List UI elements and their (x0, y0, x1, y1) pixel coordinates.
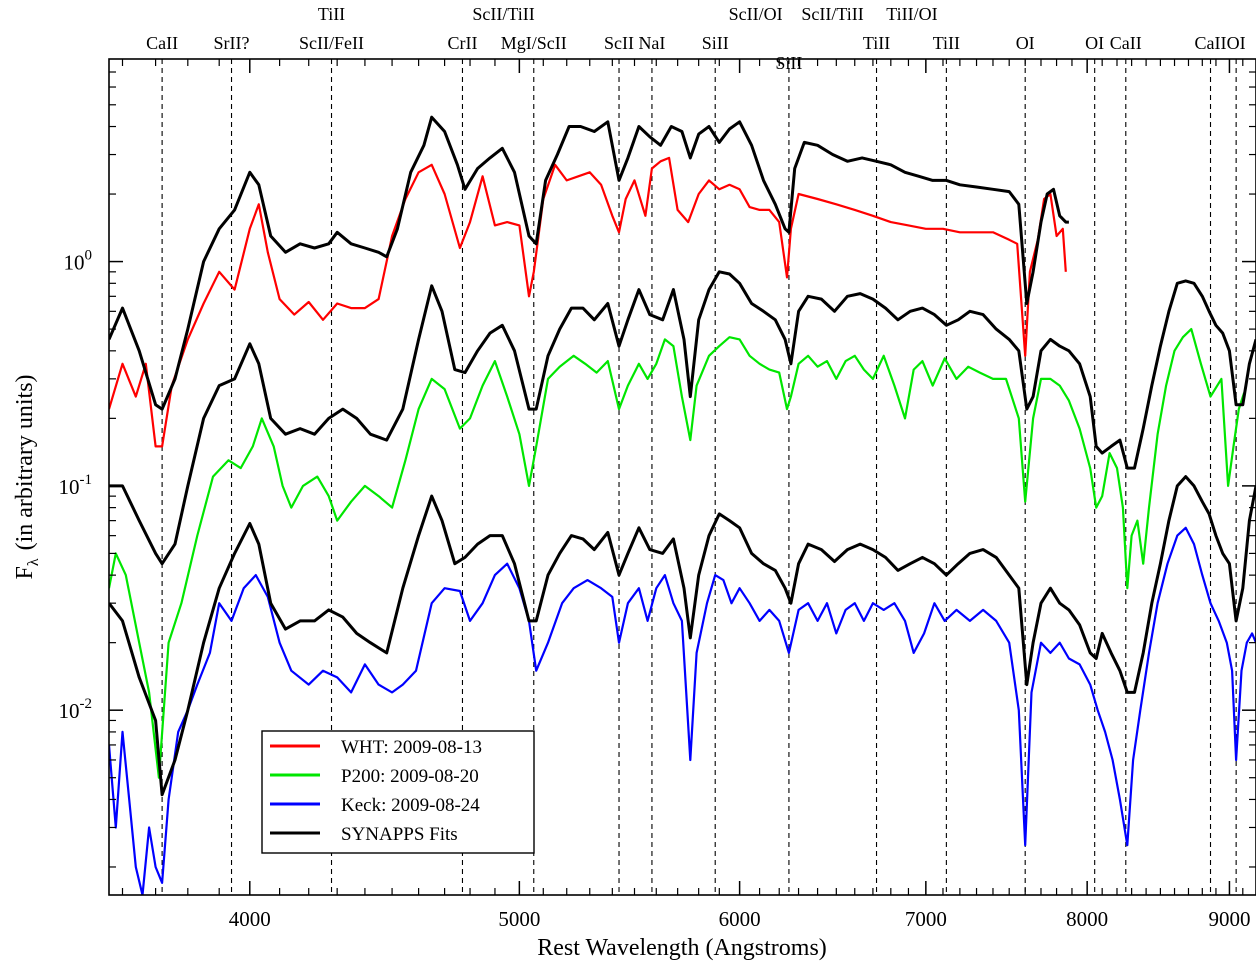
line-marker-label: ScII/OI (729, 4, 783, 24)
series-line-synapps-fits-3 (109, 475, 1256, 797)
series-line-keck (109, 526, 1256, 895)
y-tick-label-exponent: 0 (85, 248, 93, 264)
y-tick-label: 10-1 (59, 472, 93, 499)
line-marker-label: SiII (775, 53, 802, 73)
legend-label: Keck: 2009-08-24 (341, 795, 480, 816)
line-marker-label: CrII (447, 33, 477, 53)
line-marker-label: TiII (318, 4, 345, 24)
y-axis-title-rest: (in arbitrary units) (12, 374, 38, 550)
series-line-p200 (109, 328, 1246, 779)
line-marker-label: CaII (1195, 33, 1227, 53)
line-marker-label: OI (1085, 33, 1104, 53)
y-tick-label-base: 10 (59, 699, 80, 723)
y-tick-label: 10-2 (59, 696, 93, 723)
y-axis-title-main: F (12, 566, 38, 579)
line-marker-label: MgI/ScII (501, 33, 567, 53)
series-line-synapps-fits-1 (109, 115, 1069, 411)
plot-frame (108, 58, 1256, 896)
x-tick-label: 5000 (498, 907, 540, 931)
x-tick-label: 9000 (1208, 907, 1250, 931)
series-lines (109, 115, 1256, 895)
line-marker-label: ScII/TiII (801, 4, 863, 24)
y-tick-label: 100 (64, 248, 93, 275)
x-tick-label: 7000 (905, 907, 947, 931)
series-line-wht (109, 156, 1067, 448)
y-tick-label-base: 10 (59, 475, 80, 499)
line-marker-label: ScII/FeII (299, 33, 364, 53)
y-tick-label-exponent: -1 (80, 472, 93, 488)
legend: WHT: 2009-08-13 P200: 2009-08-20 Keck: 200… (261, 730, 535, 854)
line-marker-label: TiII/OI (886, 4, 937, 24)
line-marker-label: TiII (933, 33, 960, 53)
line-marker-label: CaII (1110, 33, 1142, 53)
line-marker-label: OI (1016, 33, 1035, 53)
line-marker-label: ScII/TiII (472, 4, 534, 24)
line-marker-label: CaII (146, 33, 178, 53)
line-marker-label: SiII (702, 33, 729, 53)
x-axis: 4000 5000 6000 7000 8000 9000 (121, 59, 1250, 931)
x-axis-title: Rest Wavelength (Angstroms) (537, 935, 827, 961)
y-axis-title: Fλ (in arbitrary units) (12, 374, 42, 579)
line-marker-label: ScII (604, 33, 634, 53)
x-tick-label: 8000 (1066, 907, 1108, 931)
line-marker-label: OI (1227, 33, 1246, 53)
x-tick-label: 4000 (229, 907, 271, 931)
line-marker-label: TiII (863, 33, 890, 53)
y-tick-label-exponent: -2 (80, 696, 93, 712)
legend-label: P200: 2009-08-20 (341, 766, 479, 787)
y-axis-title-sub: λ (25, 558, 42, 566)
legend-label: WHT: 2009-08-13 (341, 737, 482, 758)
legend-label: SYNAPPS Fits (341, 824, 458, 845)
y-tick-label-base: 10 (64, 251, 85, 275)
series-line-synapps-fits-2 (109, 270, 1256, 566)
x-tick-label: 6000 (719, 907, 761, 931)
line-marker-label: NaI (638, 33, 665, 53)
line-marker-label: SrII? (214, 33, 250, 53)
